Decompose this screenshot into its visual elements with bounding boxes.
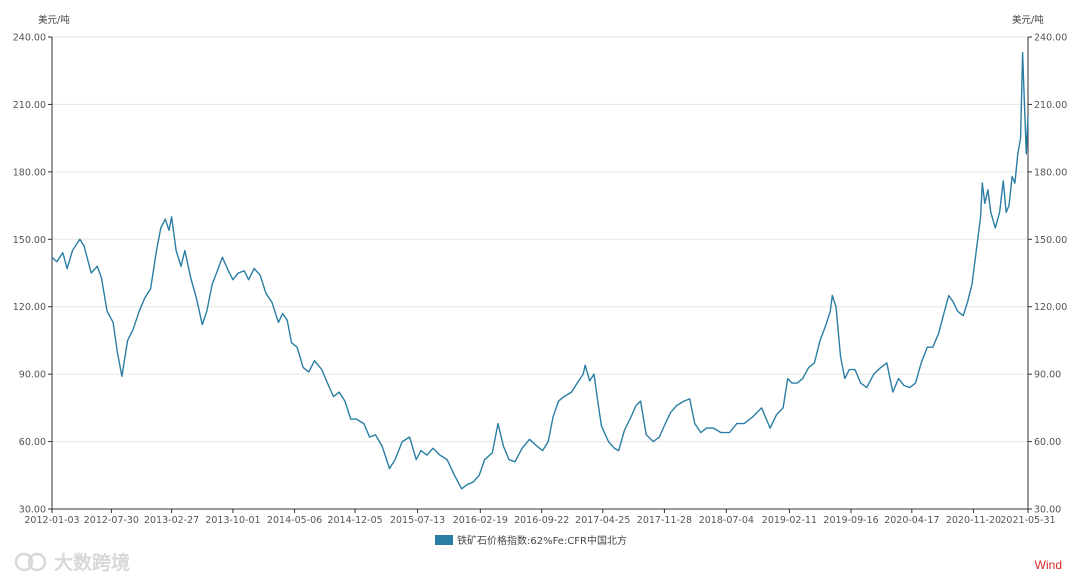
legend[interactable]: 铁矿石价格指数:62%Fe:CFR中国北方 bbox=[435, 532, 627, 547]
y-tick-label-left: 60.00 bbox=[19, 437, 46, 448]
x-tick-label: 2018-07-04 bbox=[699, 515, 754, 526]
x-tick-label: 2013-02-27 bbox=[144, 515, 199, 526]
y-tick-label-left: 180.00 bbox=[13, 167, 46, 178]
y-tick-label-left: 30.00 bbox=[19, 505, 46, 516]
watermark-text: 大数跨境 bbox=[54, 552, 131, 574]
x-tick-label: 2017-04-25 bbox=[575, 515, 630, 526]
x-tick-label: 2016-09-22 bbox=[514, 515, 569, 526]
y-tick-label-right: 180.00 bbox=[1034, 167, 1067, 178]
y-tick-label-right: 90.00 bbox=[1034, 370, 1061, 381]
x-tick-label: 2017-11-28 bbox=[637, 515, 692, 526]
x-tick-label: 2021-05-31 bbox=[1000, 515, 1055, 526]
watermark-logo-icon bbox=[14, 552, 47, 571]
y-tick-label-right: 30.00 bbox=[1034, 505, 1061, 516]
axes bbox=[51, 37, 1029, 510]
y-axis-left-ticks: 30.00 60.00 90.00 120.00 150.00 180.00 210.00 2… bbox=[13, 33, 52, 516]
x-tick-label: 2014-12-05 bbox=[327, 515, 382, 526]
x-axis-ticks: 2012-01-03 2012-07-30 2013-02-27 2013-10-01… bbox=[24, 509, 1056, 526]
x-tick-label: 2013-10-01 bbox=[205, 515, 260, 526]
y-axis-left-unit: 美元/吨 bbox=[38, 14, 70, 26]
y-tick-label-left: 210.00 bbox=[13, 100, 46, 111]
x-tick-label: 2015-07-13 bbox=[390, 515, 445, 526]
y-tick-label-left: 90.00 bbox=[19, 370, 46, 381]
x-tick-label: 2019-09-16 bbox=[823, 515, 878, 526]
series-group bbox=[51, 52, 1029, 490]
grid-lines bbox=[52, 36, 1028, 510]
x-tick-label: 2020-11-20 bbox=[946, 515, 1001, 526]
y-tick-label-left: 240.00 bbox=[13, 33, 46, 44]
y-tick-label-right: 240.00 bbox=[1034, 33, 1067, 44]
y-tick-label-right: 210.00 bbox=[1034, 100, 1067, 111]
y-axis-right-ticks: 30.00 60.00 90.00 120.00 150.00 180.00 210.00 2… bbox=[1028, 33, 1067, 516]
y-tick-label-right: 150.00 bbox=[1034, 235, 1067, 246]
y-tick-label-right: 60.00 bbox=[1034, 437, 1061, 448]
x-tick-label: 2016-02-19 bbox=[453, 515, 508, 526]
legend-label: 铁矿石价格指数:62%Fe:CFR中国北方 bbox=[457, 536, 628, 547]
x-tick-label: 2019-02-11 bbox=[762, 515, 817, 526]
x-tick-label: 2012-01-03 bbox=[24, 515, 79, 526]
x-tick-label: 2020-04-17 bbox=[884, 515, 939, 526]
legend-swatch bbox=[435, 534, 453, 545]
series-line bbox=[51, 52, 1029, 490]
y-axis-right-unit: 美元/吨 bbox=[1012, 14, 1044, 26]
x-tick-label: 2012-07-30 bbox=[84, 515, 139, 526]
y-tick-label-left: 120.00 bbox=[13, 302, 46, 313]
y-tick-label-left: 150.00 bbox=[13, 235, 46, 246]
x-tick-label: 2014-05-06 bbox=[267, 515, 322, 526]
watermark: 大数跨境 bbox=[14, 548, 130, 575]
source-logo: Wind bbox=[1034, 558, 1062, 572]
y-tick-label-right: 120.00 bbox=[1034, 302, 1067, 313]
